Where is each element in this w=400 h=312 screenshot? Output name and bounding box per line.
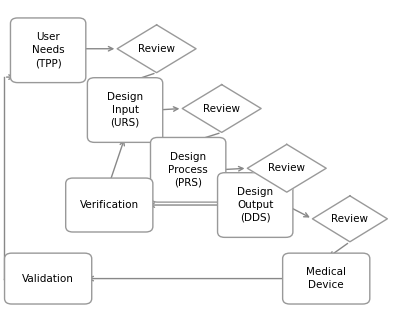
FancyBboxPatch shape [283,253,370,304]
FancyBboxPatch shape [10,18,86,83]
FancyBboxPatch shape [87,78,163,142]
Text: Verification: Verification [80,200,139,210]
Polygon shape [247,144,326,192]
Text: Review: Review [138,44,175,54]
FancyBboxPatch shape [218,173,293,237]
Polygon shape [182,85,261,132]
Text: Validation: Validation [22,274,74,284]
Text: Review: Review [203,104,240,114]
Text: User
Needs
(TPP): User Needs (TPP) [32,32,64,68]
FancyBboxPatch shape [150,138,226,202]
Text: Design
Input
(URS): Design Input (URS) [107,92,143,128]
Text: Design
Output
(DDS): Design Output (DDS) [237,187,274,223]
FancyBboxPatch shape [4,253,92,304]
Text: Review: Review [268,163,305,173]
Text: Medical
Device: Medical Device [306,267,346,290]
Text: Design
Process
(PRS): Design Process (PRS) [168,152,208,188]
FancyBboxPatch shape [66,178,153,232]
Polygon shape [312,196,387,242]
Polygon shape [117,25,196,73]
Text: Review: Review [331,214,368,224]
